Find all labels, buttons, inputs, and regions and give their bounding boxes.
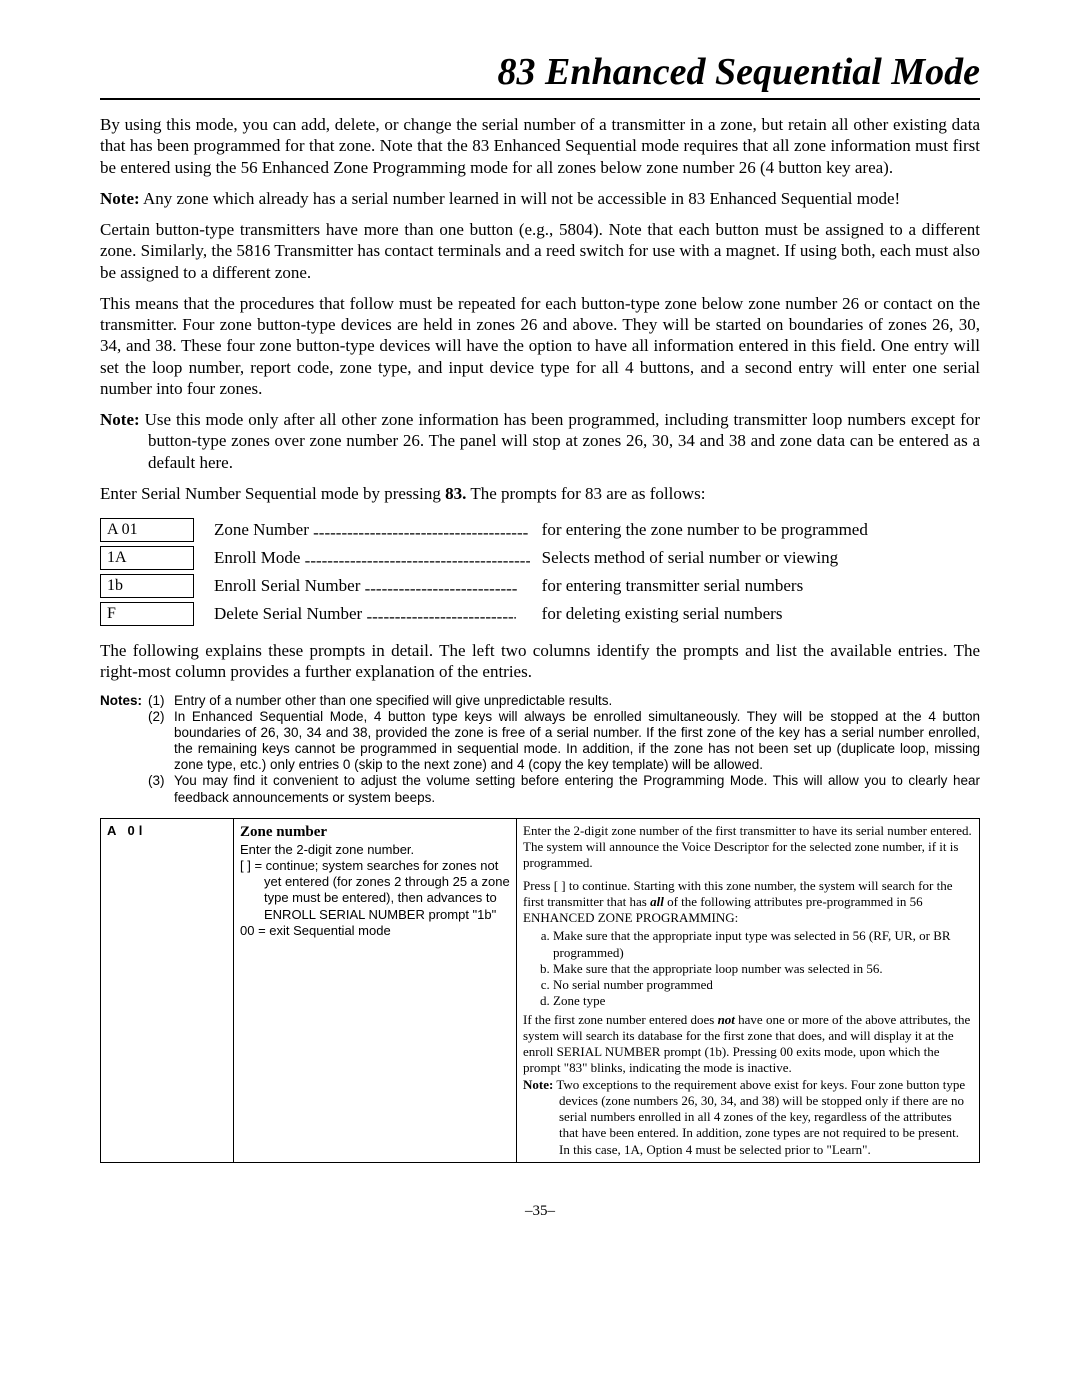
explanation-table: A 0l Zone number Enter the 2-digit zone … bbox=[100, 818, 980, 1163]
enter-line-b: 83. bbox=[445, 484, 466, 503]
notes-row: (3)You may find it convenient to adjust … bbox=[100, 773, 980, 805]
list-item: No serial number programmed bbox=[553, 977, 973, 993]
notes-row: Notes:(1)Entry of a number other than on… bbox=[100, 693, 980, 709]
notes-lead: Notes: bbox=[100, 693, 148, 709]
note-2-lead: Note: bbox=[100, 410, 140, 429]
dash-fill bbox=[305, 551, 530, 568]
dash-fill bbox=[366, 607, 516, 624]
notes-num: (3) bbox=[148, 773, 174, 805]
zone-number-heading: Zone number bbox=[240, 824, 327, 840]
prompt-label: Enroll Mode bbox=[194, 546, 536, 570]
notes-block: Notes:(1)Entry of a number other than on… bbox=[100, 693, 980, 806]
prompt-label: Enroll Serial Number bbox=[194, 574, 536, 598]
prompt-box: 1b bbox=[100, 574, 194, 598]
paragraph-4: The following explains these prompts in … bbox=[100, 640, 980, 683]
mid-line-3: 00 = exit Sequential mode bbox=[240, 923, 391, 938]
prompt-box: A 01 bbox=[100, 518, 194, 542]
title-rule bbox=[100, 98, 980, 100]
note-1-text: Any zone which already has a serial numb… bbox=[140, 189, 901, 208]
prompt-label: Zone Number bbox=[194, 518, 536, 542]
mid-line-2: [ ] = continue; system searches for zone… bbox=[240, 858, 510, 923]
prompt-desc: Selects method of serial number or viewi… bbox=[536, 546, 980, 570]
list-item: Make sure that the appropriate input typ… bbox=[553, 928, 973, 961]
r-note-text: Two exceptions to the requirement above … bbox=[553, 1077, 965, 1157]
prompt-row: A 01Zone Number for entering the zone nu… bbox=[100, 518, 980, 542]
notes-text: Entry of a number other than one specifi… bbox=[174, 693, 980, 709]
enter-line-a: Enter Serial Number Sequential mode by p… bbox=[100, 484, 445, 503]
notes-lead bbox=[100, 773, 148, 805]
explanation-cell: Enter the 2-digit zone number of the fir… bbox=[517, 818, 980, 1162]
prompt-desc: for deleting existing serial numbers bbox=[536, 602, 980, 626]
attribute-list: Make sure that the appropriate input typ… bbox=[523, 928, 973, 1009]
notes-text: You may find it convenient to adjust the… bbox=[174, 773, 980, 805]
note-2: Note: Use this mode only after all other… bbox=[100, 409, 980, 473]
paragraph-1: By using this mode, you can add, delete,… bbox=[100, 114, 980, 178]
notes-row: (2)In Enhanced Sequential Mode, 4 button… bbox=[100, 709, 980, 774]
prompt-row: 1AEnroll Mode Selects method of serial n… bbox=[100, 546, 980, 570]
page-title: 83 Enhanced Sequential Mode bbox=[100, 50, 980, 94]
notes-num: (2) bbox=[148, 709, 174, 774]
r-p2b: all bbox=[650, 894, 664, 909]
r-p3b: not bbox=[718, 1012, 735, 1027]
r-note-lead: Note: bbox=[523, 1077, 553, 1092]
prompt-desc: for entering the zone number to be progr… bbox=[536, 518, 980, 542]
prompt-box: F bbox=[100, 602, 194, 626]
enter-line-c: The prompts for 83 are as follows: bbox=[466, 484, 705, 503]
r-p1: Enter the 2-digit zone number of the fir… bbox=[523, 823, 973, 872]
prompt-label: Delete Serial Number bbox=[194, 602, 536, 626]
notes-text: In Enhanced Sequential Mode, 4 button ty… bbox=[174, 709, 980, 774]
note-2-text: Use this mode only after all other zone … bbox=[140, 410, 980, 472]
paragraph-3: This means that the procedures that foll… bbox=[100, 293, 980, 399]
dash-fill bbox=[313, 523, 528, 540]
prompt-table: A 01Zone Number for entering the zone nu… bbox=[100, 514, 980, 630]
note-1-lead: Note: bbox=[100, 189, 140, 208]
r-p3: If the first zone number entered does no… bbox=[523, 1012, 973, 1077]
r-note: Note: Two exceptions to the requirement … bbox=[523, 1077, 973, 1158]
list-item: Make sure that the appropriate loop numb… bbox=[553, 961, 973, 977]
notes-lead bbox=[100, 709, 148, 774]
mid-line-1: Enter the 2-digit zone number. bbox=[240, 842, 414, 857]
prompt-desc: for entering transmitter serial numbers bbox=[536, 574, 980, 598]
prompt-row: 1bEnroll Serial Number for entering tran… bbox=[100, 574, 980, 598]
page: 83 Enhanced Sequential Mode By using thi… bbox=[0, 0, 1080, 1260]
table-row: A 0l Zone number Enter the 2-digit zone … bbox=[101, 818, 980, 1162]
r-p2: Press [ ] to continue. Starting with thi… bbox=[523, 878, 973, 927]
display-box: A 0l bbox=[101, 818, 234, 1162]
prompt-row: FDelete Serial Number for deleting exist… bbox=[100, 602, 980, 626]
r-p3a: If the first zone number entered does bbox=[523, 1012, 718, 1027]
entries-cell: Zone number Enter the 2-digit zone numbe… bbox=[234, 818, 517, 1162]
enter-line: Enter Serial Number Sequential mode by p… bbox=[100, 483, 980, 504]
page-number: –35– bbox=[100, 1203, 980, 1220]
list-item: Zone type bbox=[553, 993, 973, 1009]
notes-num: (1) bbox=[148, 693, 174, 709]
paragraph-2: Certain button-type transmitters have mo… bbox=[100, 219, 980, 283]
note-1: Note: Any zone which already has a seria… bbox=[100, 188, 980, 209]
prompt-box: 1A bbox=[100, 546, 194, 570]
dash-fill bbox=[365, 579, 517, 596]
